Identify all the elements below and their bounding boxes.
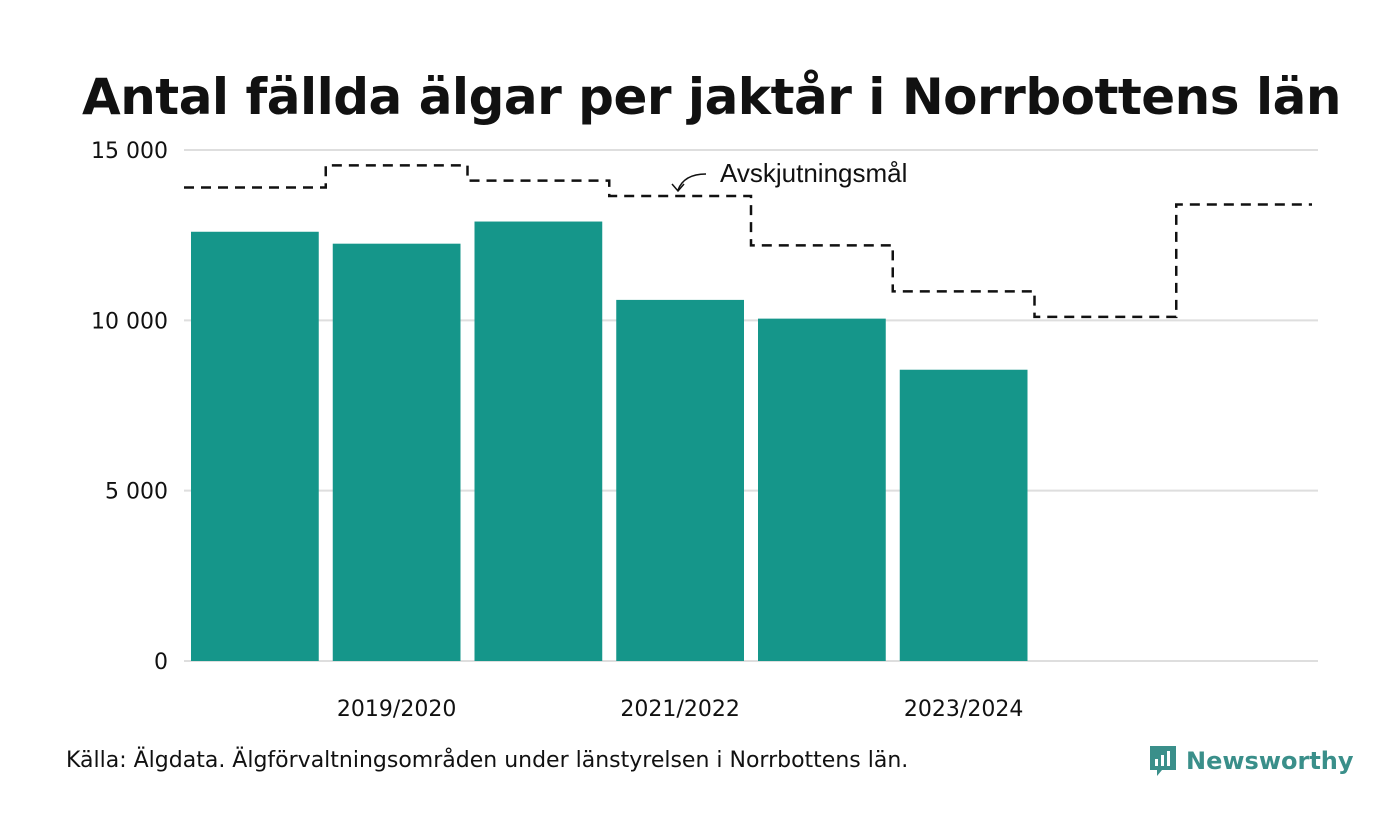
y-tick-label: 15 000: [91, 139, 168, 164]
y-axis-ticks: 0 5 000 10 000 15 000: [91, 139, 168, 675]
x-tick-label: 2023/2024: [904, 697, 1023, 722]
target-step-line: [184, 164, 1312, 319]
x-axis-ticks: 2019/2020 2021/2022 2023/2024: [337, 697, 1023, 722]
bar: [616, 299, 744, 661]
target-line: [184, 164, 1312, 319]
bars: [191, 221, 1028, 662]
bar: [191, 231, 319, 661]
x-tick-label: 2019/2020: [337, 697, 456, 722]
bar: [474, 221, 603, 662]
brand: Newsworthy: [1148, 744, 1354, 778]
annotation-arrowhead: [671, 183, 685, 193]
y-tick-label: 10 000: [91, 309, 168, 334]
source-note: Källa: Älgdata. Älgförvaltningsområden u…: [66, 748, 909, 773]
bar: [758, 318, 886, 661]
target-annotation: Avskjutningsmål: [671, 158, 907, 193]
y-tick-label: 0: [154, 650, 168, 675]
annotation-label: Avskjutningsmål: [720, 158, 907, 188]
brand-name: Newsworthy: [1186, 747, 1354, 775]
bar: [899, 369, 1028, 661]
annotation-arrow: [677, 173, 707, 191]
newsworthy-logo-icon: [1150, 746, 1176, 776]
bar-chart: 0 5 000 10 000 15 000 2019/2020 2021/2022 202…: [91, 139, 1318, 722]
y-tick-label: 5 000: [105, 480, 168, 505]
chart-title: Antal fällda älgar per jaktår i Norrbott…: [82, 68, 1341, 126]
bar: [332, 243, 461, 661]
x-tick-label: 2021/2022: [620, 697, 739, 722]
